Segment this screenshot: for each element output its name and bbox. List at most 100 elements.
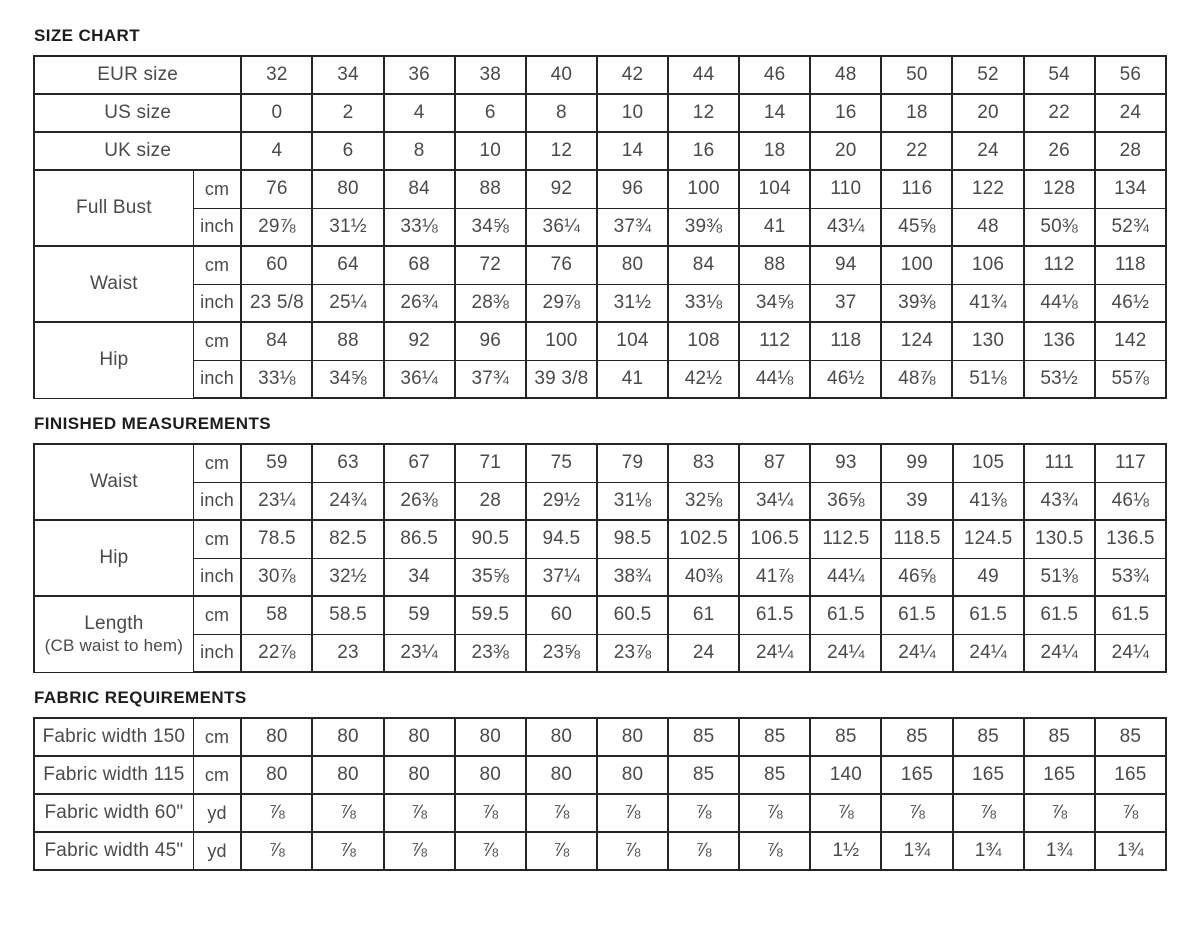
hip-inch-value-cell: 36¼ [382, 359, 456, 399]
fabric-width-60-value-cell: ⅞ [738, 793, 812, 833]
eur-size-value-cell: 40 [524, 55, 598, 95]
waist-cm-value-cell: 93 [809, 443, 883, 483]
hip-inch-value-cell: 40⅜ [667, 557, 741, 597]
row-hip-inch: inch 33⅛ 34⅝ 36¼ 37¾ 39 3/8 41 42½ 44⅛ 46½ 48⅞ 51⅛ 5… [34, 359, 1168, 399]
waist-inch-value-cell: 26¾ [382, 283, 456, 323]
fabric-width-150-value-cell: 85 [880, 717, 954, 757]
fabric-width-45-value-cell: ⅞ [524, 831, 598, 871]
hip-inch-value-cell: 34 [382, 557, 456, 597]
fabric-width-115-value-cell: 140 [809, 755, 883, 795]
eur-size-value-cell: 56 [1093, 55, 1168, 95]
fabric-width-45-value-cell: 1¾ [1022, 831, 1096, 871]
waist-inch-value-cell: 31⅛ [595, 481, 670, 521]
waist-inch-value-cell: 39 [880, 481, 954, 521]
row-fabric-width-60: Fabric width 60" yd ⅞ ⅞ ⅞ ⅞ ⅞ ⅞ ⅞ ⅞ ⅞ ⅞ ⅞ ⅞ ⅞ [32, 793, 1168, 833]
uk-size-value-cell: 24 [951, 131, 1025, 171]
fabric-width-45-value-cell: ⅞ [667, 831, 741, 871]
fabric-width-45-value-cell: ⅞ [382, 831, 456, 871]
fabric-width-60-value-cell: ⅞ [524, 793, 598, 833]
fabric-width-150-value-cell: 85 [1093, 717, 1168, 757]
fabric-width-45-value-cell: 1½ [809, 831, 883, 871]
length-sublabel: (CB waist to hem) [44, 635, 184, 655]
fabric-width-115-value-cell: 85 [667, 755, 741, 795]
hip-inch-value-cell: 41⅞ [738, 557, 812, 597]
full-bust-inch-value-cell: 36¼ [524, 207, 598, 247]
length-inch-value-cell: 24¼ [738, 633, 812, 673]
waist-unit-cm: cm [192, 245, 243, 285]
waist-inch-value-cell: 34¼ [738, 481, 812, 521]
hip-cm-value-cell: 98.5 [595, 519, 670, 559]
length-cm-value-cell: 60.5 [595, 595, 670, 635]
fabric-width-150-value-cell: 80 [382, 717, 456, 757]
fabric-width-115-value-cell: 85 [738, 755, 812, 795]
length-inch-value-cell: 22⅞ [240, 633, 314, 673]
us-size-value-cell: 22 [1022, 93, 1096, 133]
length-inch-value-cell: 23⅝ [524, 633, 598, 673]
eur-size-value-cell: 46 [738, 55, 812, 95]
eur-size-value-cell: 38 [453, 55, 527, 95]
hip-inch-value-cell: 49 [951, 557, 1025, 597]
waist-inch-value-cell: 44⅛ [1022, 283, 1096, 323]
hip-cm-value-cell: 136.5 [1093, 519, 1168, 559]
finished-measurements-tbody: Waist cm 59 63 67 71 75 79 83 87 93 99 105 111 117 inch… [32, 443, 1168, 673]
hip-inch-value-cell: 37¾ [453, 359, 527, 399]
full-bust-inch-value-cell: 39⅜ [667, 207, 741, 247]
hip-inch-value-cell: 44⅛ [738, 359, 812, 399]
full-bust-unit-inch: inch [192, 207, 243, 247]
hip-cm-value-cell: 112 [738, 321, 812, 361]
waist-cm-value-cell: 75 [524, 443, 598, 483]
fabric-width-60-value-cell: ⅞ [809, 793, 883, 833]
waist-inch-value-cell: 31½ [595, 283, 670, 323]
waist-inch-value-cell: 28⅜ [453, 283, 527, 323]
length-inch-value-cell: 24¼ [1022, 633, 1096, 673]
fabric-width-45-value-cell: 1¾ [880, 831, 954, 871]
full-bust-cm-value-cell: 84 [382, 169, 456, 209]
eur-size-value-cell: 32 [240, 55, 314, 95]
us-size-value-cell: 10 [595, 93, 670, 133]
waist-cm-value-cell: 59 [240, 443, 314, 483]
uk-size-value-cell: 6 [311, 131, 385, 171]
uk-size-label: UK size [32, 131, 243, 171]
fabric-width-60-unit: yd [192, 793, 243, 833]
length-inch-value-cell: 24¼ [1093, 633, 1168, 673]
section-size-chart: SIZE CHART EUR size 32 34 36 38 40 42 44 46 48 50 52… [32, 26, 1168, 399]
waist-inch-value-cell: 46½ [1093, 283, 1168, 323]
length-inch-value-cell: 24 [667, 633, 741, 673]
sections-container: SIZE CHART EUR size 32 34 36 38 40 42 44 46 48 50 52… [32, 26, 1168, 871]
hip-cm-value-cell: 86.5 [382, 519, 456, 559]
eur-size-value-cell: 48 [809, 55, 883, 95]
hip-inch-value-cell: 41 [595, 359, 670, 399]
full-bust-cm-value-cell: 134 [1093, 169, 1168, 209]
fabric-width-115-label: Fabric width 115 [32, 755, 194, 795]
hip-unit-cm: cm [192, 321, 243, 361]
waist-inch-value-cell: 34⅝ [738, 283, 812, 323]
length-inch-value-cell: 23⅜ [453, 633, 527, 673]
full-bust-inch-value-cell: 37¾ [595, 207, 670, 247]
fabric-width-115-value-cell: 80 [240, 755, 314, 795]
full-bust-cm-value-cell: 122 [951, 169, 1025, 209]
hip-cm-value-cell: 108 [667, 321, 741, 361]
length-cm-value-cell: 60 [524, 595, 598, 635]
waist-inch-value-cell: 23 5/8 [240, 283, 314, 323]
waist-cm-value-cell: 112 [1022, 245, 1096, 285]
waist-inch-value-cell: 37 [809, 283, 883, 323]
fabric-width-150-value-cell: 85 [1022, 717, 1096, 757]
us-size-value-cell: 8 [524, 93, 598, 133]
fabric-width-45-value-cell: ⅞ [240, 831, 314, 871]
fabric-width-150-value-cell: 85 [738, 717, 812, 757]
row-eur-size: EUR size 32 34 36 38 40 42 44 46 48 50 52 54 56 [32, 55, 1168, 95]
length-unit-inch: inch [192, 633, 243, 673]
full-bust-cm-value-cell: 104 [738, 169, 812, 209]
full-bust-inch-value-cell: 29⅞ [240, 207, 314, 247]
full-bust-cm-value-cell: 92 [524, 169, 598, 209]
fabric-requirements-table: Fabric width 150 cm 80 80 80 80 80 80 85 85 85 85 85… [32, 717, 1168, 871]
uk-size-value-cell: 8 [382, 131, 456, 171]
full-bust-inch-value-cell: 34⅝ [453, 207, 527, 247]
hip-inch-value-cell: 37¼ [524, 557, 598, 597]
length-cm-value-cell: 59 [382, 595, 456, 635]
hip-cm-value-cell: 106.5 [738, 519, 812, 559]
hip-inch-value-cell: 51⅜ [1022, 557, 1096, 597]
fabric-width-115-unit: cm [192, 755, 243, 795]
length-cm-value-cell: 59.5 [453, 595, 527, 635]
fabric-width-45-label: Fabric width 45" [32, 831, 194, 871]
